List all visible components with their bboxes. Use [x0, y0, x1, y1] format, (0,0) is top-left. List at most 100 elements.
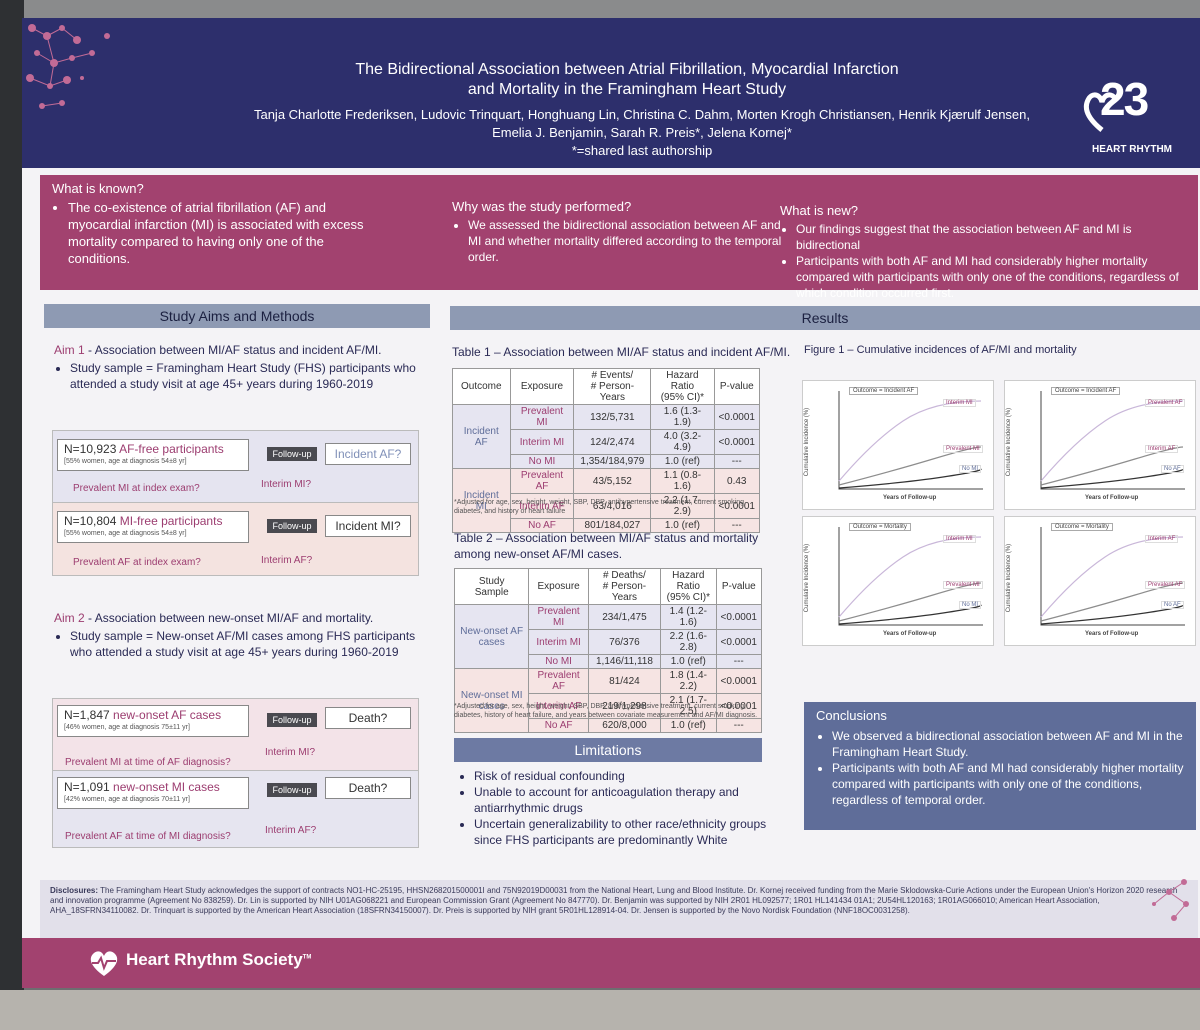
cohort-box: N=1,091 new-onset MI cases [42% women, a… — [57, 777, 249, 809]
incidence-curve — [1040, 400, 1184, 482]
curve-label: No AF — [1161, 465, 1184, 473]
cohort-n: N=1,847 — [64, 708, 110, 722]
table-row: Interim AF 63/4,016 2.2 (1.7-2.9) <0.0001 — [453, 493, 761, 519]
aim2: Aim 2 - Association between new-onset MI… — [54, 610, 424, 660]
section-heading: What is known? — [52, 181, 144, 196]
cohort-sub: [42% women, age at diagnosis 70±11 yr] — [64, 796, 190, 803]
wall-background — [0, 0, 1200, 20]
table-cell: 76/376 — [587, 629, 662, 655]
decorative-dots-icon — [1152, 879, 1189, 921]
table-cell: 1.1 (0.8-1.6) — [650, 468, 715, 494]
cohort-n: N=10,923 — [64, 442, 117, 456]
decorative-dots-icon — [26, 24, 110, 109]
table-cell: Prevalent MI — [528, 604, 589, 630]
group-label: New-onset MI cases — [453, 668, 530, 733]
interim-label: Interim MI? — [265, 747, 316, 758]
figure1-caption: Figure 1 – Cumulative incidences of AF/M… — [804, 342, 1134, 358]
aim2-bullet: Study sample = New-onset AF/MI cases amo… — [70, 628, 424, 660]
group-label: Incident AF — [452, 404, 511, 469]
outcome-legend: Outcome = Mortality — [1051, 523, 1113, 531]
cohort-sub: [55% women, age at diagnosis 54±8 yr] — [64, 458, 187, 465]
outcome-legend: Outcome = Incident AF — [849, 387, 919, 395]
flowchart-mi-cases: N=1,091 new-onset MI cases [42% women, a… — [52, 770, 419, 848]
interim-label: Interim AF? — [265, 825, 317, 836]
column-header: P-value — [713, 368, 761, 405]
table1-caption: Table 1 – Association between MI/AF stat… — [452, 344, 792, 360]
table-cell: 1,146/11,118 — [587, 654, 662, 669]
table-cell: 1,354/184,979 — [573, 454, 652, 469]
panel-plot — [838, 527, 983, 626]
table-row: Incident MI Prevalent AF 43/5,152 1.1 (0.8-… — [452, 468, 761, 533]
table-cell: <0.0001 — [715, 629, 763, 655]
follow-up-arrow: Follow-up — [267, 783, 317, 797]
panel-plot — [1040, 527, 1185, 626]
exposure-label: Prevalent AF at time of MI diagnosis? — [65, 831, 231, 842]
incidence-curve — [838, 446, 982, 486]
curve-label: No AF — [1161, 601, 1184, 609]
interim-label: Interim MI? — [261, 479, 312, 490]
table-cell: <0.0001 — [715, 693, 763, 719]
table-row: New-onset AF cases Prevalent MI 234/1,475 1… — [453, 604, 763, 669]
x-axis-label: Years of Follow-up — [1085, 495, 1139, 501]
table-cell: 4.0 (3.2-4.9) — [650, 429, 715, 455]
limitation-item: Uncertain generalizability to other race… — [474, 816, 768, 848]
title-line: The Bidirectional Association between At… — [355, 61, 899, 78]
table1-title: – Association between MI/AF status and i… — [490, 345, 791, 359]
column-header: Study Sample — [453, 568, 530, 605]
methods-section-header: Study Aims and Methods — [44, 304, 430, 328]
column-header: Hazard Ratio (95% CI)* — [660, 568, 717, 605]
table1-label: Table 1 — [452, 345, 491, 359]
x-axis-label: Years of Follow-up — [1085, 631, 1139, 637]
table-cell: 1.4 (1.2-1.6) — [660, 604, 717, 630]
flowchart-af-cases: N=1,847 new-onset AF cases [46% women, a… — [52, 698, 419, 772]
section-heading: Why was the study performed? — [452, 199, 632, 214]
curve-label: No MI — [959, 601, 982, 609]
incidence-curve — [838, 468, 982, 489]
flowchart-af-free: N=10,923 AF-free participants [55% women… — [52, 430, 419, 504]
table-cell: Interim MI — [528, 629, 589, 655]
panel-plot — [838, 391, 983, 490]
table-cell: 620/8,000 — [587, 718, 662, 733]
table-cell: 234/1,475 — [587, 604, 662, 630]
follow-up-arrow: Follow-up — [267, 713, 317, 727]
results-table: Outcome Exposure # Events/ # Person-Years H… — [452, 368, 761, 533]
poster-title: The Bidirectional Association between At… — [242, 60, 1012, 100]
outcome-box: Incident MI? — [325, 515, 411, 537]
disclosures-label: Disclosures: — [50, 886, 99, 895]
figure1-title: – Cumulative incidences of AF/MI and mor… — [844, 344, 1077, 356]
section-heading: What is new? — [780, 203, 859, 218]
table-row: Incident AF Prevalent MI 132/5,731 1.6 (1.3… — [452, 404, 761, 469]
conclusions-box: Conclusions We observed a bidirectional … — [804, 702, 1196, 830]
bullet: Our findings suggest that the associatio… — [796, 221, 1196, 253]
aim1-bullet: Study sample = Framingham Heart Study (F… — [70, 360, 424, 392]
table2-footnote: *Adjusted for age, sex, height, weight, … — [454, 703, 758, 719]
curve-label: Interim MI — [943, 399, 976, 407]
authors-note: *=shared last authorship — [571, 143, 713, 158]
cohort-n: N=10,804 — [64, 514, 117, 528]
column-header: Exposure — [528, 568, 589, 605]
y-axis-label: Cumulative Incidence (%) — [804, 543, 811, 613]
column-header: Hazard Ratio (95% CI)* — [650, 368, 715, 405]
curve-label: No MI — [959, 465, 982, 473]
table-cell: <0.0001 — [715, 604, 763, 630]
table-cell: <0.0001 — [713, 429, 761, 455]
outcome-legend: Outcome = Incident AF — [1051, 387, 1121, 395]
heart-rhythm-2023-logo: 23 HEART RHYTHM — [1082, 73, 1192, 160]
incidence-curve — [838, 582, 982, 622]
table-cell: <0.0001 — [713, 493, 761, 519]
group-label: New-onset AF cases — [453, 604, 530, 669]
table2: Study Sample Exposure # Deaths/ # Person-Y… — [453, 568, 763, 733]
outcome-box: Incident AF? — [325, 443, 411, 465]
table-cell: No AF — [509, 518, 575, 533]
table-row: No MI 1,354/184,979 1.0 (ref) --- — [453, 454, 761, 469]
table-cell: <0.0001 — [715, 668, 763, 694]
aim1-title: - Association between MI/AF status and i… — [84, 343, 382, 357]
disclosures-text: The Framingham Heart Study acknowledges … — [50, 886, 1178, 915]
figure1-label: Figure 1 — [804, 344, 845, 356]
y-axis-label: Cumulative Incidence (%) — [1006, 407, 1013, 477]
cumulative-incidence-panel: Outcome = Incident AF Cumulative Incidenc… — [802, 380, 994, 510]
heart-logo-icon — [90, 951, 118, 976]
exposure-label: Prevalent MI at index exam? — [73, 483, 200, 494]
heart-outline-icon — [1083, 92, 1119, 132]
table-cell: 1.0 (ref) — [650, 454, 715, 469]
